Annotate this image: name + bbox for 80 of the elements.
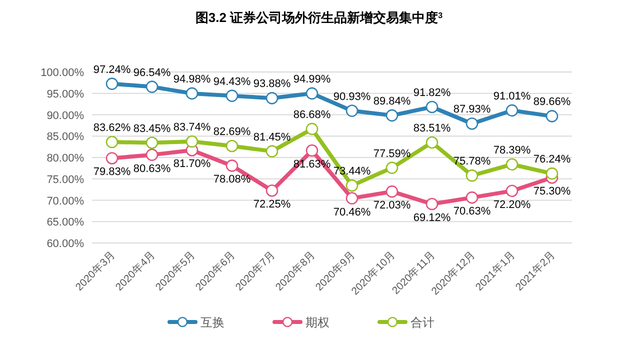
- y-tick-label: 70.00%: [46, 195, 84, 208]
- point: [186, 135, 198, 148]
- point: [386, 185, 398, 198]
- y-tick-label: 60.00%: [46, 238, 84, 250]
- point: [146, 80, 158, 93]
- data-label: 82.69%: [213, 126, 251, 138]
- point: [226, 160, 238, 172]
- point: [426, 198, 438, 210]
- y-tick-label: 90.00%: [46, 110, 84, 122]
- point: [306, 87, 318, 100]
- data-label: 80.63%: [133, 162, 171, 175]
- legend-label: 期权: [306, 316, 330, 330]
- point: [506, 184, 518, 197]
- data-label: 83.51%: [413, 122, 451, 134]
- point: [306, 144, 318, 157]
- y-tick-label: 95.00%: [46, 88, 84, 100]
- point: [466, 191, 478, 204]
- point: [386, 162, 398, 174]
- data-label: 97.24%: [93, 64, 131, 76]
- point: [546, 167, 558, 180]
- data-label: 69.12%: [413, 212, 451, 224]
- data-label: 76.24%: [533, 154, 571, 166]
- chart-title: 图3.2 证券公司场外衍生品新增交易集中度$^{3}$: [195, 10, 444, 25]
- data-label: 72.25%: [253, 198, 291, 211]
- point: [266, 145, 278, 158]
- point: [226, 140, 238, 152]
- point: [546, 110, 558, 122]
- data-label: 70.63%: [453, 206, 491, 218]
- data-label: 94.43%: [213, 76, 251, 88]
- point: [466, 117, 478, 130]
- data-label: 93.88%: [253, 78, 291, 90]
- point: [346, 192, 358, 204]
- legend-label: 合计: [410, 316, 434, 330]
- point: [186, 87, 198, 100]
- point: [226, 90, 238, 102]
- data-label: 81.70%: [173, 158, 211, 170]
- point: [106, 136, 118, 148]
- data-label: 70.46%: [333, 206, 371, 218]
- point: [346, 104, 358, 117]
- data-label: 75.30%: [533, 186, 571, 198]
- data-label: 83.45%: [133, 122, 171, 135]
- point: [146, 136, 158, 149]
- data-label: 86.68%: [293, 108, 331, 121]
- data-label: 78.08%: [213, 174, 251, 186]
- data-label: 83.74%: [173, 122, 211, 134]
- point: [346, 179, 358, 192]
- point: [266, 184, 278, 197]
- point: [426, 100, 438, 114]
- data-label: 79.83%: [93, 166, 131, 178]
- data-label: 72.20%: [493, 198, 531, 211]
- point: [426, 136, 438, 149]
- data-label: 77.59%: [373, 148, 411, 160]
- data-label: 89.66%: [533, 96, 571, 108]
- point: [306, 122, 318, 136]
- point: [106, 78, 118, 90]
- point: [106, 152, 118, 164]
- data-label: 83.62%: [93, 122, 131, 134]
- data-label: 72.03%: [373, 200, 411, 212]
- y-tick-label: 65.00%: [46, 216, 84, 229]
- data-label: 96.54%: [133, 66, 171, 79]
- data-label: 81.45%: [253, 131, 291, 144]
- data-label: 78.39%: [493, 144, 531, 156]
- y-tick-label: 100.00%: [40, 67, 84, 79]
- point: [506, 104, 518, 117]
- data-label: 90.93%: [333, 90, 371, 103]
- point: [386, 109, 398, 122]
- data-label: 89.84%: [373, 95, 411, 108]
- point: [466, 169, 478, 182]
- data-label: 94.98%: [173, 73, 211, 86]
- point: [266, 92, 278, 104]
- data-label: 94.99%: [293, 73, 331, 86]
- point: [506, 158, 518, 171]
- legend-label: 互换: [200, 316, 224, 330]
- data-label: 91.01%: [493, 90, 531, 102]
- y-tick-label: 75.00%: [46, 174, 84, 186]
- y-tick-label: 85.00%: [46, 131, 84, 144]
- point: [146, 148, 158, 161]
- y-tick-label: 80.00%: [46, 152, 84, 164]
- data-label: 87.93%: [453, 104, 491, 116]
- data-label: 91.82%: [413, 86, 451, 99]
